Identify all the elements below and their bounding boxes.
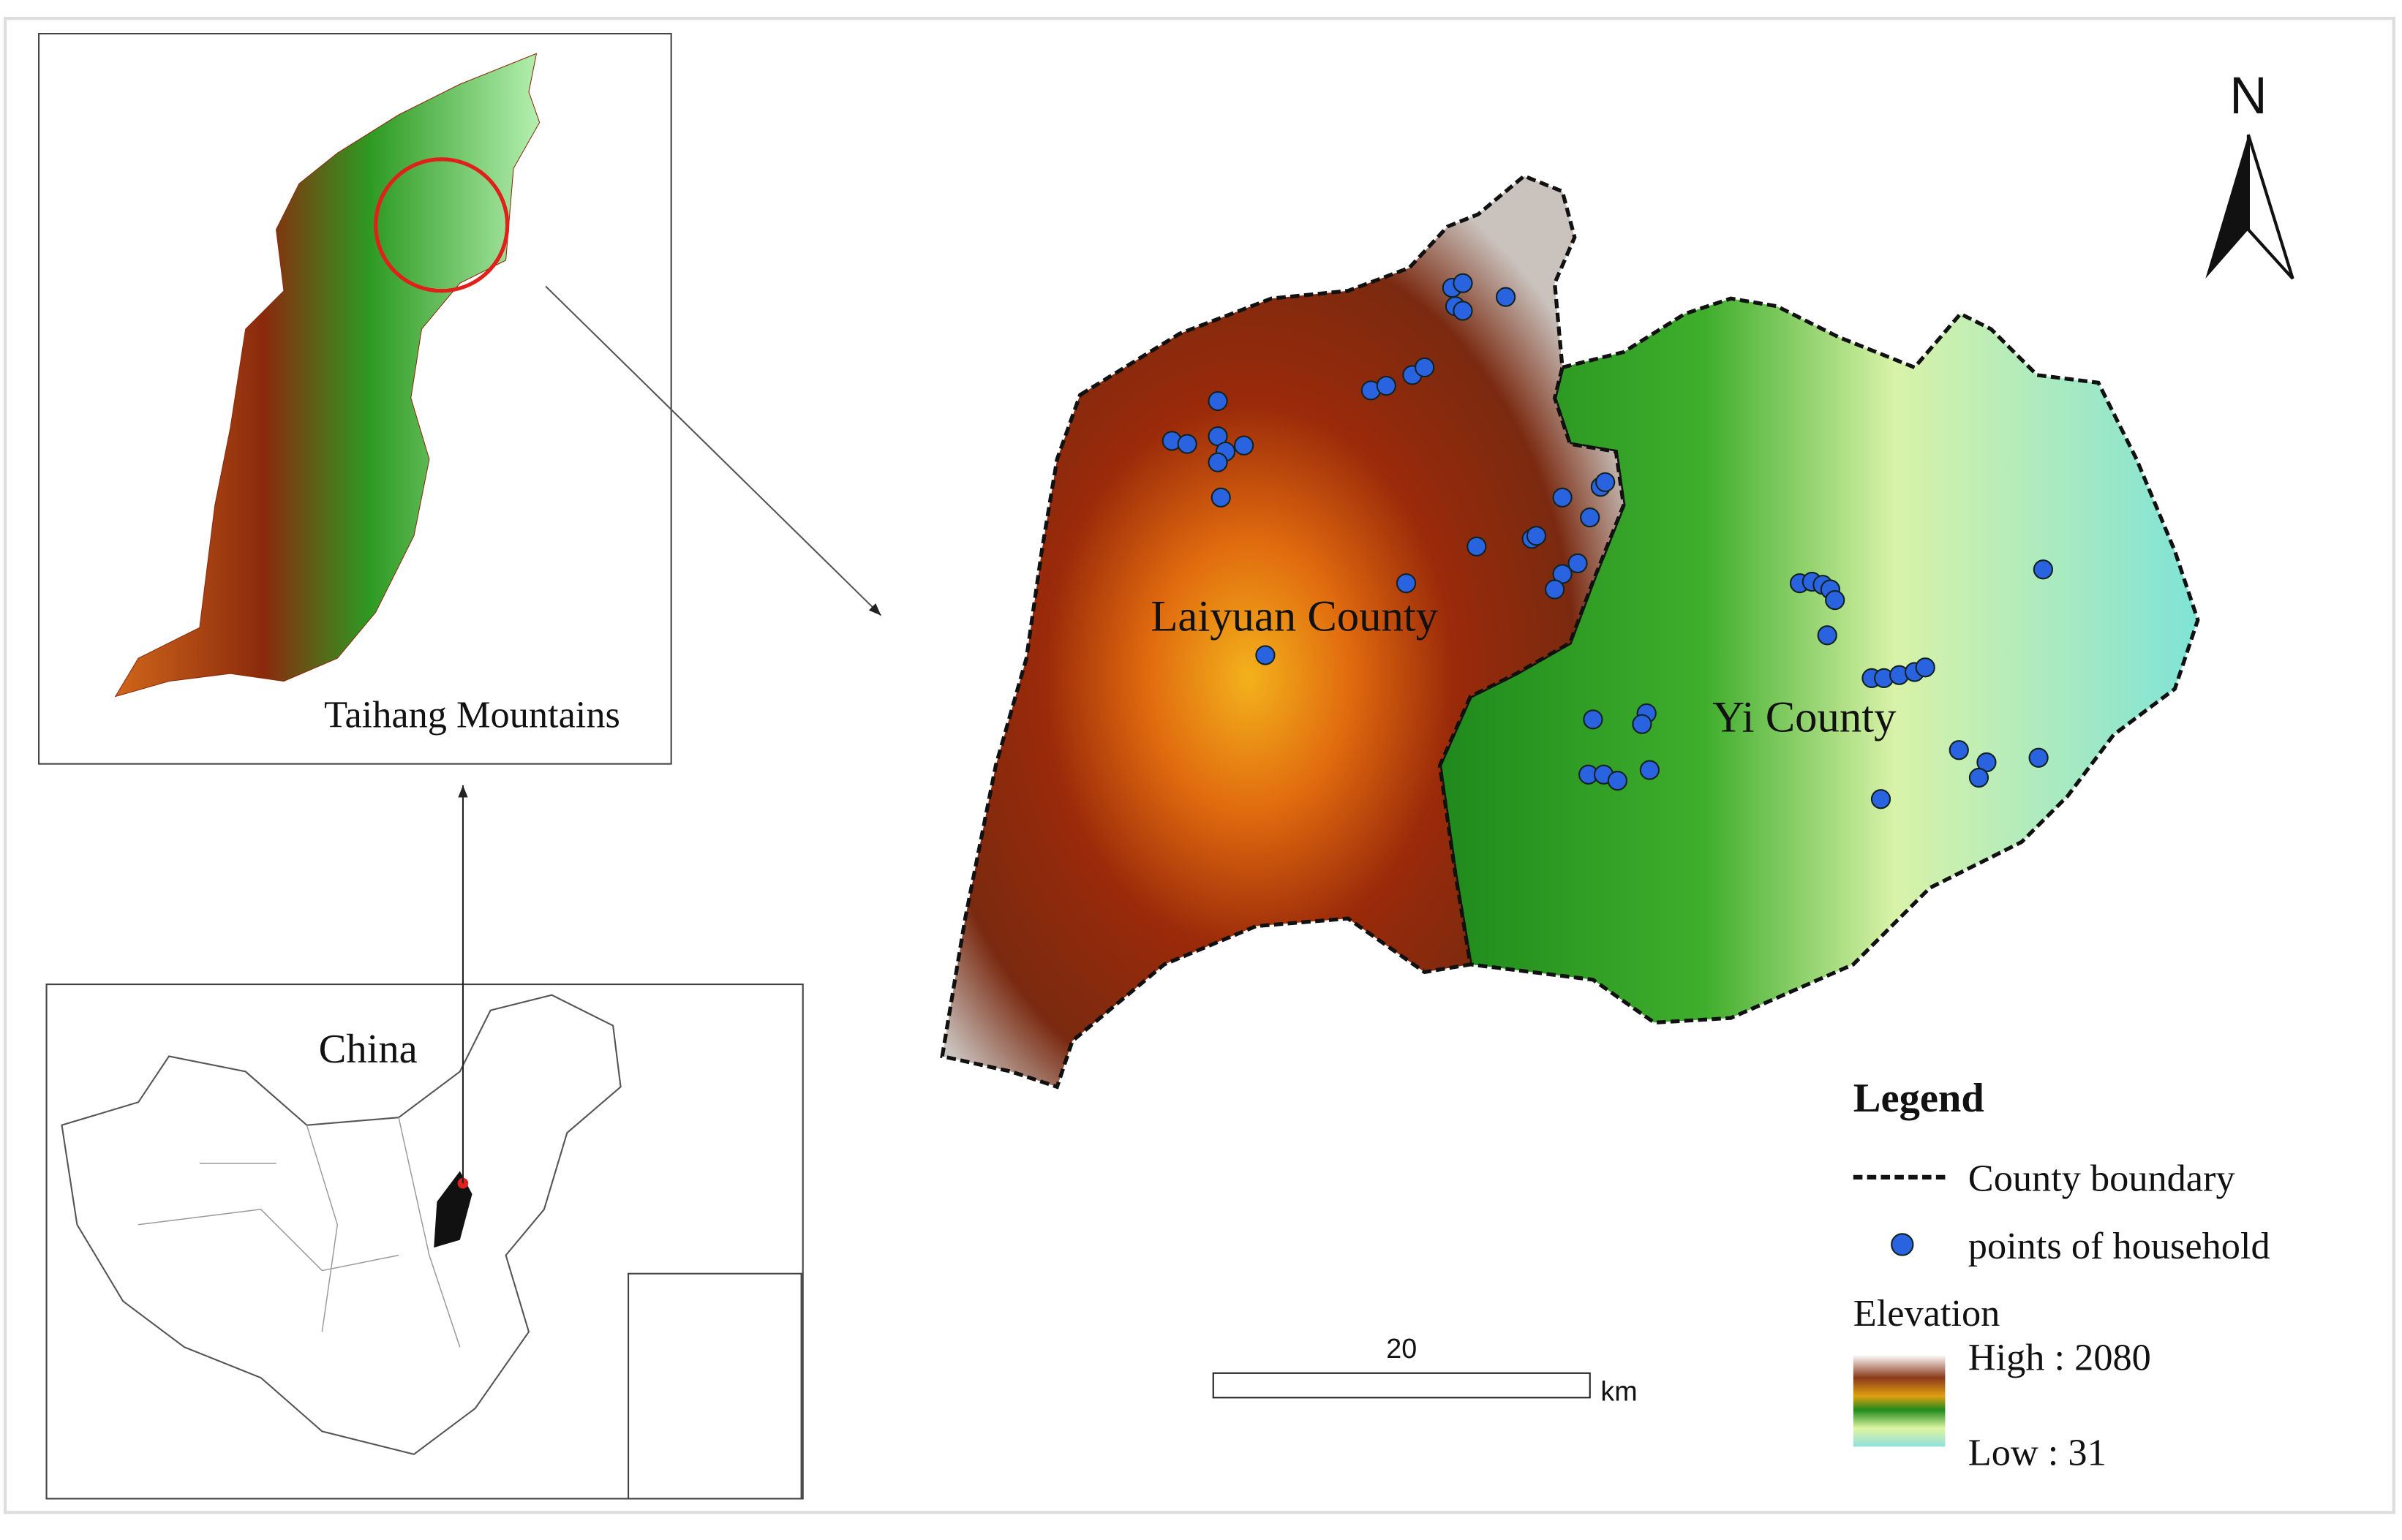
household-point	[1376, 375, 1396, 396]
household-point	[1208, 390, 1228, 412]
household-point	[1552, 487, 1573, 507]
household-point	[1415, 357, 1435, 378]
north-arrow	[2205, 135, 2248, 279]
taihang-location	[434, 1171, 473, 1248]
laiyuan-county	[940, 173, 1626, 1090]
inset-label: Taihang Mountains	[324, 693, 620, 736]
legend-swatch	[1891, 1233, 1914, 1256]
household-point	[1453, 273, 1473, 293]
legend-label: Elevation	[1853, 1292, 2000, 1335]
north-arrow	[2246, 134, 2294, 280]
elevation-ramp	[1853, 1354, 1946, 1447]
county-label: Yi County	[1712, 693, 1897, 742]
household-point	[1467, 536, 1487, 556]
china-outline	[61, 994, 622, 1455]
household-point	[1632, 714, 1652, 734]
province-lines	[138, 1117, 461, 1348]
household-point	[1949, 740, 1969, 760]
household-point	[1177, 434, 1197, 454]
household-point	[1396, 573, 1417, 594]
household-point	[1453, 301, 1473, 321]
household-point	[1567, 553, 1588, 573]
household-point	[1607, 771, 1628, 791]
inset-label: China	[319, 1027, 418, 1072]
household-point	[1234, 435, 1254, 456]
household-point	[1968, 767, 1989, 788]
scale-bar	[1212, 1372, 1591, 1399]
household-point	[1595, 472, 1616, 493]
household-point	[1495, 287, 1516, 307]
scale-unit: km	[1600, 1375, 1637, 1406]
household-point	[1583, 709, 1603, 730]
north-label: N	[2229, 67, 2267, 125]
legend-label: County boundary	[1968, 1158, 2235, 1200]
legend-label: points of household	[1968, 1225, 2270, 1267]
household-point	[1825, 590, 1845, 611]
household-point	[2033, 559, 2053, 580]
household-point	[1211, 487, 1231, 507]
county-label: Laiyuan County	[1151, 592, 1438, 641]
household-point	[1544, 579, 1565, 600]
arrow	[545, 285, 882, 616]
legend-title: Legend	[1853, 1076, 1984, 1121]
household-point	[1580, 507, 1600, 528]
legend-label: Low : 31	[1968, 1431, 2107, 1473]
household-point	[1255, 645, 1276, 665]
household-point	[1526, 526, 1547, 546]
frame	[3, 17, 2395, 1514]
household-point	[1870, 789, 1891, 809]
household-point	[1639, 760, 1660, 780]
taihang-shape	[114, 53, 541, 698]
study-area-circle	[374, 157, 510, 293]
scale-label: 20	[1386, 1333, 1417, 1364]
household-point	[1915, 657, 1935, 678]
household-point	[1208, 452, 1228, 472]
household-point	[1817, 625, 1837, 646]
household-point	[2028, 747, 2049, 768]
south-sea-inset	[628, 1272, 802, 1500]
legend-label: High : 2080	[1968, 1337, 2151, 1379]
